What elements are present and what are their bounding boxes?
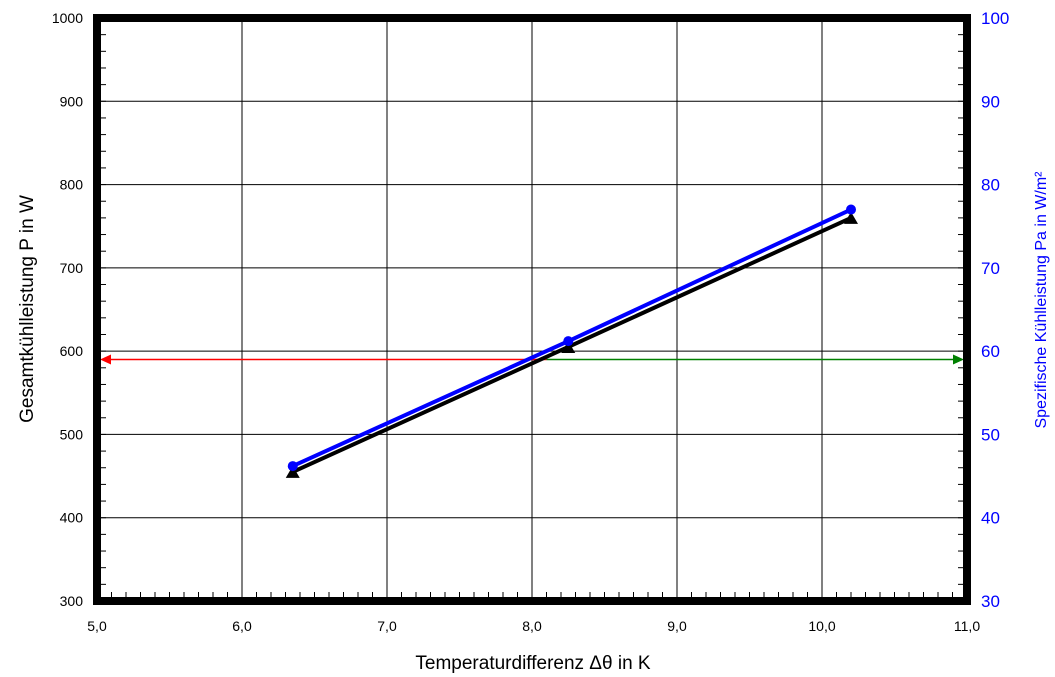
tick-labels: 5,0 6,0 7,0 8,0 9,0 10,0 11,0 300 400 500 600 700 80… xyxy=(52,9,1010,634)
annotations xyxy=(100,354,964,365)
y2-tick-label: 70 xyxy=(981,259,1000,278)
x-tick-label: 6,0 xyxy=(232,618,252,634)
y2-axis-title: Spezifische Kühlleistung Pa in W/m² xyxy=(1033,171,1050,429)
x-axis-title: Temperaturdifferenz Δθ in K xyxy=(415,653,651,674)
x-tick-label: 8,0 xyxy=(522,618,542,634)
x-tick-label: 5,0 xyxy=(87,618,107,634)
series-group xyxy=(285,204,858,478)
series-2-point xyxy=(287,461,298,472)
y-tick-label: 400 xyxy=(60,510,84,526)
arrow-right-head xyxy=(953,354,964,365)
y-tick-label: 900 xyxy=(60,93,84,109)
y2-tick-label: 100 xyxy=(981,9,1009,28)
y2-tick-label: 40 xyxy=(981,509,1000,528)
y2-tick-label: 30 xyxy=(981,592,1000,611)
y-axis-title: Gesamtkühlleistung P in W xyxy=(17,195,38,423)
y-tick-label: 1000 xyxy=(52,10,83,26)
y-tick-label: 700 xyxy=(60,260,84,276)
series-1-point xyxy=(844,211,858,224)
y-tick-label: 300 xyxy=(60,593,84,609)
y2-tick-label: 50 xyxy=(981,425,1000,444)
y-tick-label: 800 xyxy=(60,177,84,193)
series-1-point xyxy=(561,340,576,353)
y2-tick-label: 90 xyxy=(981,92,1000,111)
series-line-1 xyxy=(291,216,852,474)
grid xyxy=(96,17,968,602)
arrow-left-head xyxy=(100,354,111,365)
series-2-point xyxy=(846,204,856,215)
x-tick-label: 7,0 xyxy=(377,618,397,634)
y2-tick-label: 80 xyxy=(981,176,1000,195)
x-tick-label: 9,0 xyxy=(667,618,687,634)
series-2-point xyxy=(563,336,574,347)
series-1-point xyxy=(285,465,300,478)
y2-tick-label: 60 xyxy=(981,342,1000,361)
plot-frame xyxy=(93,14,971,605)
minor-ticks xyxy=(96,17,968,602)
y-tick-label: 500 xyxy=(60,426,84,442)
x-tick-label: 11,0 xyxy=(954,618,980,634)
x-tick-label: 10,0 xyxy=(808,618,835,634)
y-tick-label: 600 xyxy=(60,343,84,359)
